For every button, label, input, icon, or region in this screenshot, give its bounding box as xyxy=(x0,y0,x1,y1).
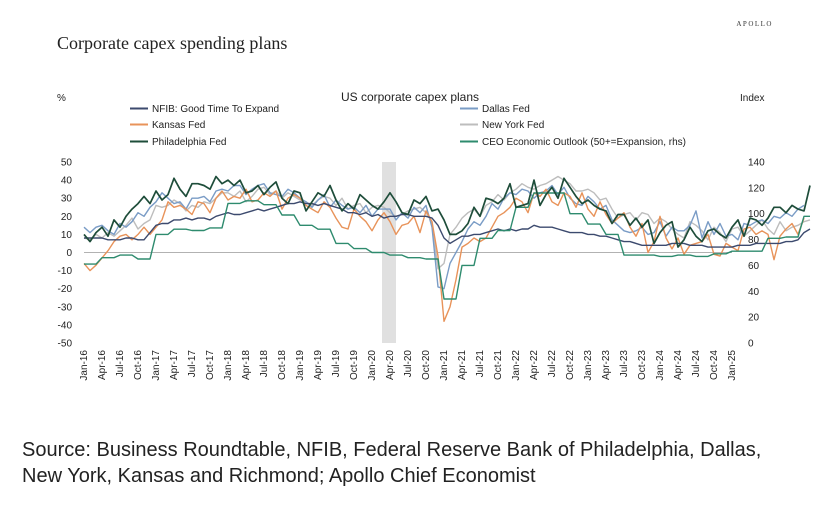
apollo-brand-logo: APOLLO xyxy=(736,20,773,28)
legend-label-ceo: CEO Economic Outlook (50+=Expansion, rhs… xyxy=(482,137,686,148)
x-tick-label: Jan-16 xyxy=(79,350,90,381)
right-tick-label: 140 xyxy=(748,158,765,169)
x-tick-label: Jul-19 xyxy=(331,350,342,378)
right-axis-unit: Index xyxy=(740,93,764,104)
x-tick-label: Jul-23 xyxy=(619,350,630,378)
left-tick-label: 50 xyxy=(61,158,73,169)
x-tick-label: Jul-20 xyxy=(403,350,414,378)
legend-label-newyork: New York Fed xyxy=(482,120,544,131)
x-tick-label: Oct-18 xyxy=(277,350,288,380)
right-tick-label: 20 xyxy=(748,313,760,324)
x-tick-label: Jul-18 xyxy=(259,350,270,378)
series-line-dallas xyxy=(83,183,805,290)
source-note: Source: Business Roundtable, NFIB, Feder… xyxy=(22,439,762,487)
legend-label-kansas: Kansas Fed xyxy=(152,120,205,131)
chart-title: US corporate capex plans xyxy=(341,90,479,104)
x-tick-label: Jan-21 xyxy=(439,350,450,381)
left-tick-label: 40 xyxy=(61,176,73,187)
x-tick-label: Jul-21 xyxy=(475,350,486,378)
x-tick-label: Apr-22 xyxy=(529,350,540,380)
x-tick-label: Jan-24 xyxy=(655,350,666,381)
x-tick-label: Jan-22 xyxy=(511,350,522,381)
x-tick-label: Oct-23 xyxy=(637,350,648,380)
right-tick-label: 0 xyxy=(748,339,754,350)
x-tick-label: Jan-23 xyxy=(583,350,594,381)
x-tick-label: Oct-16 xyxy=(133,350,144,380)
x-tick-label: Apr-24 xyxy=(673,350,684,380)
x-tick-label: Jul-22 xyxy=(547,350,558,378)
left-tick-label: -50 xyxy=(58,339,73,350)
series-line-newyork xyxy=(83,175,811,270)
right-tick-label: 80 xyxy=(748,235,760,246)
series-line-nfib xyxy=(84,201,811,248)
left-tick-label: -20 xyxy=(58,284,73,295)
left-tick-label: 10 xyxy=(61,230,73,241)
x-tick-label: Oct-21 xyxy=(493,350,504,380)
x-tick-label: Jan-19 xyxy=(295,350,306,381)
left-tick-label: -10 xyxy=(58,266,73,277)
x-tick-label: Apr-23 xyxy=(601,350,612,380)
x-tick-label: Apr-17 xyxy=(169,350,180,380)
x-tick-label: Jul-17 xyxy=(187,350,198,378)
legend-label-dallas: Dallas Fed xyxy=(482,104,530,115)
left-tick-label: -30 xyxy=(58,302,73,313)
right-tick-label: 40 xyxy=(748,287,760,298)
series-line-philly xyxy=(83,175,811,248)
right-tick-label: 120 xyxy=(748,183,765,194)
x-tick-label: Oct-17 xyxy=(205,350,216,380)
x-tick-label: Jan-25 xyxy=(727,350,738,381)
x-tick-label: Apr-19 xyxy=(313,350,324,380)
x-tick-label: Jul-24 xyxy=(691,350,702,378)
x-tick-label: Oct-19 xyxy=(349,350,360,380)
page-title: Corporate capex spending plans xyxy=(57,33,288,53)
x-tick-label: Jan-18 xyxy=(223,350,234,381)
left-tick-label: 0 xyxy=(66,248,72,259)
x-tick-label: Jan-20 xyxy=(367,350,378,381)
x-tick-label: Apr-20 xyxy=(385,350,396,380)
x-tick-label: Oct-22 xyxy=(565,350,576,380)
left-tick-label: 30 xyxy=(61,194,73,205)
x-tick-label: Oct-20 xyxy=(421,350,432,380)
x-tick-label: Oct-24 xyxy=(709,350,720,380)
x-tick-label: Jan-17 xyxy=(151,350,162,381)
x-tick-label: Apr-18 xyxy=(241,350,252,380)
legend-label-nfib: NFIB: Good Time To Expand xyxy=(152,104,279,115)
left-tick-label: 20 xyxy=(61,212,73,223)
left-axis-unit: % xyxy=(57,93,66,104)
x-tick-label: Apr-21 xyxy=(457,350,468,380)
capex-line-chart: 50403020100-10-20-30-40-5014012010080604… xyxy=(57,90,811,381)
x-tick-label: Jul-16 xyxy=(115,350,126,378)
legend-label-philly: Philadelphia Fed xyxy=(152,137,227,148)
series-line-ceo xyxy=(84,192,810,300)
series-line-kansas xyxy=(83,188,805,322)
x-tick-label: Apr-16 xyxy=(97,350,108,380)
left-tick-label: -40 xyxy=(58,320,73,331)
right-tick-label: 60 xyxy=(748,261,760,272)
right-tick-label: 100 xyxy=(748,209,765,220)
